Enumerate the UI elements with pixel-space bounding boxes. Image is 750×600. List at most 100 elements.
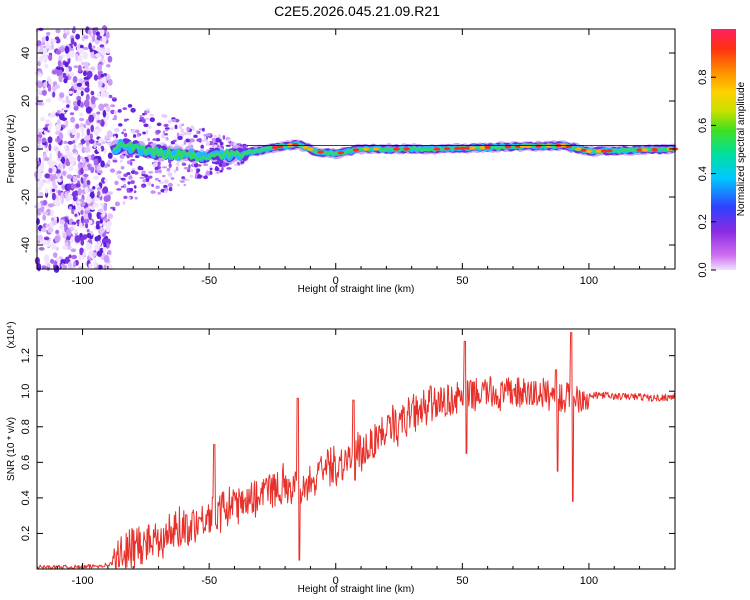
spectrogram-noise-blob [47, 136, 53, 144]
spectrogram-scatter-blob [183, 140, 187, 145]
spectrogram-noise-blob [53, 245, 57, 250]
spectrogram-noise-blob [79, 27, 85, 34]
spectrogram-noise-blob [69, 72, 75, 77]
spectrogram-scatter-blob [155, 129, 161, 134]
spectrogram-noise-blob [85, 207, 91, 211]
spectrogram-noise-blob [67, 140, 74, 145]
spectrogram-noise-blob [52, 220, 58, 226]
spectrogram-scatter-blob [154, 177, 159, 181]
spectrogram-noise-blob [70, 81, 74, 86]
spectrogram-noise-blob [104, 91, 110, 98]
spectrogram-noise-blob [71, 128, 76, 136]
spectrogram-scatter-blob [143, 123, 149, 128]
spectrogram-noise-blob [84, 134, 91, 141]
spectrogram-noise-blob [85, 93, 90, 102]
spectrogram-noise-blob [60, 259, 66, 264]
spectrogram-noise-blob [51, 44, 55, 50]
spectrogram-scatter-blob [134, 196, 138, 200]
spectrogram-noise-blob [100, 160, 105, 168]
spectrogram-peak-segment [307, 147, 314, 151]
snr-panel: -100 -50 0 50 100 0.2 0.4 0.6 0.8 1.0 1.2 Height … [6, 321, 676, 595]
spectrogram-noise-blob [69, 112, 75, 116]
spectrogram-noise-blob [57, 178, 62, 183]
spectrogram-noise-blob [37, 88, 42, 94]
spectrogram-noise-blob [55, 49, 62, 55]
spectrogram-noise-blob [79, 112, 84, 117]
spectrogram-noise-blob [82, 252, 87, 256]
spectrogram-noise-blob [64, 45, 70, 54]
spectrogram-noise-blob [40, 116, 46, 122]
spectrogram-noise-blob [105, 64, 111, 68]
spectrogram-scatter-blob [155, 185, 160, 189]
spectrogram-scatter-blob [234, 163, 238, 167]
spectrogram-noise-blob [43, 47, 47, 55]
spectrogram-noise-blob [100, 90, 106, 98]
spectrogram-noise-blob [57, 163, 62, 171]
spectrogram-scatter-blob [132, 134, 137, 138]
spectrogram-panel: -100 -50 0 50 100 -40 -20 0 20 40 Height of stra… [6, 25, 679, 295]
spectrogram-noise-blob [36, 172, 43, 180]
spectrogram-noise-blob [71, 254, 78, 260]
spectrogram-scatter-blob [198, 138, 202, 143]
spectrogram-noise-blob [52, 91, 56, 98]
spectrogram-scatter-blob [129, 187, 134, 192]
spectrogram-scatter-blob [158, 179, 161, 182]
spectrogram-peak-segment [595, 149, 603, 153]
spectrogram-scatter-blob [113, 135, 117, 139]
spectrogram-scatter-blob [170, 127, 175, 130]
spectrogram-noise-blob [51, 69, 58, 75]
spectrogram-scatter-blob [114, 127, 120, 133]
spectrogram-noise-blob [103, 218, 109, 222]
snr-x-tick-label: 50 [456, 575, 468, 587]
spectrogram-scatter-blob [164, 137, 168, 141]
spectrogram-noise-blob [47, 85, 52, 92]
spectrogram-noise-blob [49, 113, 54, 119]
colorbar-gradient [711, 29, 736, 270]
spectrogram-noise-blob [83, 35, 89, 40]
spectrogram-noise-blob [36, 40, 42, 48]
spectrogram-noise-blob [75, 123, 80, 129]
spectrogram-scatter-blob [204, 139, 209, 142]
spectrogram-y-tick-label: 20 [20, 95, 32, 107]
spectrogram-noise-blob [51, 217, 55, 221]
spectrogram-peak-segment [459, 146, 466, 150]
spectrogram-noise-blob [51, 188, 56, 192]
spectrogram-noise-blob [48, 54, 53, 61]
spectrogram-noise-blob [41, 265, 47, 269]
spectrogram-scatter-blob [141, 185, 145, 189]
spectrogram-noise-blob [107, 194, 111, 202]
spectrogram-noise-blob [62, 72, 67, 78]
spectrogram-scatter-blob [196, 168, 201, 173]
spectrogram-noise-blob [96, 250, 103, 257]
spectrogram-noise-blob [64, 119, 69, 128]
spectrogram-scatter-blob [197, 174, 202, 179]
spectrogram-noise-blob [90, 166, 95, 173]
spectrogram-noise-blob [99, 28, 105, 37]
spectrogram-noise-blob [78, 253, 82, 261]
spectrogram-scatter-blob [189, 138, 195, 143]
spectrogram-scatter-blob [126, 118, 129, 121]
spectrogram-scatter-blob [168, 163, 172, 168]
snr-x-tick-label: -100 [72, 575, 94, 587]
spectrogram-noise-blob [45, 147, 49, 154]
snr-x-tick-label: -50 [201, 575, 217, 587]
spectrogram-y-tick-label: 0 [20, 146, 32, 152]
spectrogram-scatter-blob [122, 200, 126, 205]
snr-x-label: Height of straight line (km) [298, 584, 415, 595]
spectrogram-noise-blob [62, 107, 69, 111]
spectrogram-scatter-blob [185, 138, 191, 143]
spectrogram-scatter-blob [135, 155, 140, 159]
spectrogram-noise-blob [62, 245, 68, 250]
spectrogram-scatter-blob [154, 166, 159, 171]
spectrogram-noise-blob [90, 50, 95, 59]
spectrogram-noise-blob [68, 206, 72, 210]
spectrogram-scatter-blob [123, 173, 128, 177]
spectrogram-scatter-blob [130, 180, 135, 185]
spectrogram-scatter-blob [167, 119, 172, 124]
spectrogram-noise-blob [58, 225, 65, 230]
spectrogram-noise-blob [72, 100, 78, 107]
spectrogram-scatter-blob [127, 104, 133, 108]
spectrogram-noise-blob [73, 41, 77, 47]
spectrogram-scatter-blob [206, 133, 211, 137]
spectrogram-noise-blob [94, 245, 98, 249]
